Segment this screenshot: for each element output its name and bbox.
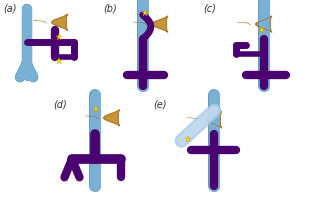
Text: (e): (e)	[153, 100, 167, 109]
Text: (d): (d)	[53, 100, 67, 109]
Text: (b): (b)	[103, 4, 117, 14]
Polygon shape	[256, 16, 272, 32]
Polygon shape	[152, 16, 168, 32]
Text: (c): (c)	[203, 4, 216, 14]
Polygon shape	[104, 110, 120, 126]
Polygon shape	[206, 112, 222, 128]
Text: (a): (a)	[3, 4, 17, 14]
Polygon shape	[52, 14, 68, 30]
